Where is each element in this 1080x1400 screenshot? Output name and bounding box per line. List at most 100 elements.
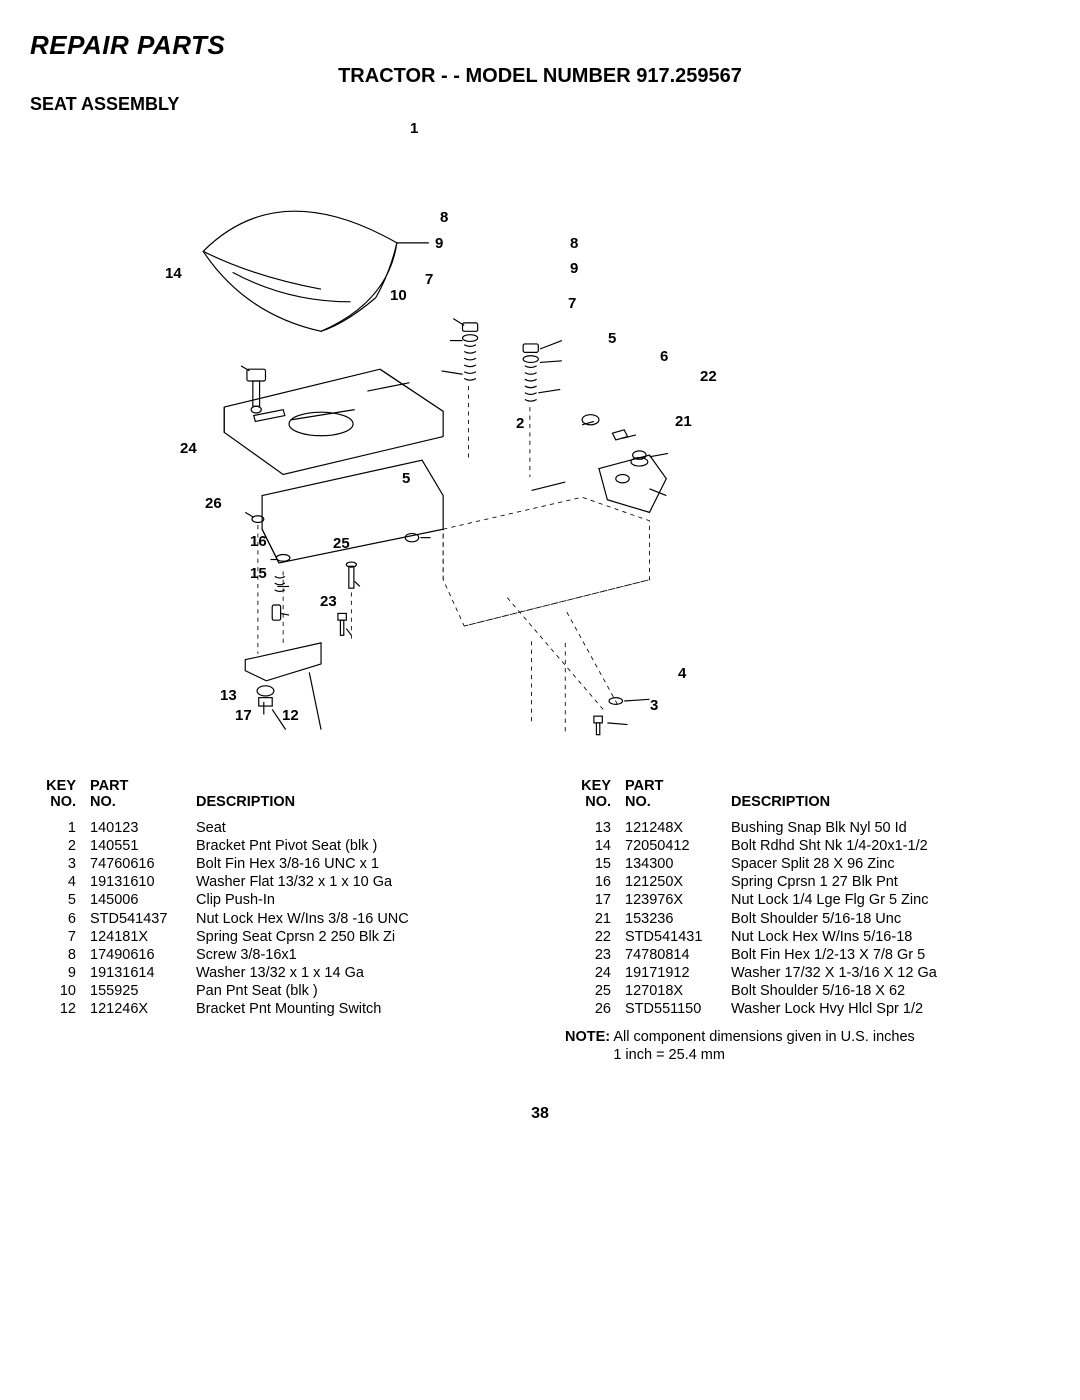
cell-key: 8 bbox=[30, 946, 90, 964]
table-row: 16121250XSpring Cprsn 1 27 Blk Pnt bbox=[565, 873, 1050, 891]
cell-part: 127018X bbox=[625, 982, 731, 1000]
table-row: 2374780814Bolt Fin Hex 1/2-13 X 7/8 Gr 5 bbox=[565, 946, 1050, 964]
callout-2: 2 bbox=[516, 415, 524, 432]
table-row: 2419171912Washer 17/32 X 1-3/16 X 12 Ga bbox=[565, 964, 1050, 982]
callout-6: 6 bbox=[660, 348, 668, 365]
cell-desc: Nut Lock Hex W/Ins 5/16-18 bbox=[731, 928, 1050, 946]
callout-9: 9 bbox=[570, 260, 578, 277]
cell-desc: Nut Lock 1/4 Lge Flg Gr 5 Zinc bbox=[731, 891, 1050, 909]
cell-part: 153236 bbox=[625, 910, 731, 928]
table-row: 13121248XBushing Snap Blk Nyl 50 Id bbox=[565, 819, 1050, 837]
table-row: 17123976XNut Lock 1/4 Lge Flg Gr 5 Zinc bbox=[565, 891, 1050, 909]
cell-key: 10 bbox=[30, 982, 90, 1000]
callout-21: 21 bbox=[675, 413, 692, 430]
cell-desc: Spacer Split 28 X 96 Zinc bbox=[731, 855, 1050, 873]
col-part: PART NO. bbox=[90, 779, 196, 819]
section-title: SEAT ASSEMBLY bbox=[30, 94, 1050, 115]
cell-desc: Washer Flat 13/32 x 1 x 10 Ga bbox=[196, 873, 515, 891]
callout-26: 26 bbox=[205, 495, 222, 512]
cell-part: STD541431 bbox=[625, 928, 731, 946]
cell-key: 12 bbox=[30, 1000, 90, 1018]
cell-desc: Spring Seat Cprsn 2 250 Blk Zi bbox=[196, 928, 515, 946]
cell-part: 121246X bbox=[90, 1000, 196, 1018]
table-row: 12121246XBracket Pnt Mounting Switch bbox=[30, 1000, 515, 1018]
table-row: 6STD541437Nut Lock Hex W/Ins 3/8 -16 UNC bbox=[30, 910, 515, 928]
parts-col-left: KEY NO. PART NO. DESCRIPTION 1140123Seat… bbox=[30, 779, 515, 1065]
cell-desc: Clip Push-In bbox=[196, 891, 515, 909]
cell-key: 16 bbox=[565, 873, 625, 891]
cell-part: 74760616 bbox=[90, 855, 196, 873]
cell-desc: Washer Lock Hvy Hlcl Spr 1/2 bbox=[731, 1000, 1050, 1018]
parts-columns: KEY NO. PART NO. DESCRIPTION 1140123Seat… bbox=[30, 779, 1050, 1065]
table-row: 419131610Washer Flat 13/32 x 1 x 10 Ga bbox=[30, 873, 515, 891]
cell-desc: Bolt Fin Hex 3/8-16 UNC x 1 bbox=[196, 855, 515, 873]
callout-17: 17 bbox=[235, 707, 252, 724]
callout-23: 23 bbox=[320, 593, 337, 610]
cell-part: 121248X bbox=[625, 819, 731, 837]
cell-desc: Nut Lock Hex W/Ins 3/8 -16 UNC bbox=[196, 910, 515, 928]
table-row: 5145006Clip Push-In bbox=[30, 891, 515, 909]
model-line: TRACTOR - - MODEL NUMBER 917.259567 bbox=[30, 65, 1050, 88]
callout-15: 15 bbox=[250, 565, 267, 582]
cell-part: 140551 bbox=[90, 837, 196, 855]
note: NOTE: All component dimensions given in … bbox=[565, 1028, 1050, 1064]
col-key: KEY NO. bbox=[565, 779, 625, 819]
cell-part: STD551150 bbox=[625, 1000, 731, 1018]
cell-desc: Bolt Rdhd Sht Nk 1/4-20x1-1/2 bbox=[731, 837, 1050, 855]
table-row: 26STD551150Washer Lock Hvy Hlcl Spr 1/2 bbox=[565, 1000, 1050, 1018]
cell-part: 145006 bbox=[90, 891, 196, 909]
cell-part: 19131614 bbox=[90, 964, 196, 982]
cell-desc: Spring Cprsn 1 27 Blk Pnt bbox=[731, 873, 1050, 891]
table-row: 15134300Spacer Split 28 X 96 Zinc bbox=[565, 855, 1050, 873]
callout-1: 1 bbox=[410, 120, 418, 137]
col-desc: DESCRIPTION bbox=[731, 779, 1050, 819]
cell-part: 121250X bbox=[625, 873, 731, 891]
callout-4: 4 bbox=[678, 665, 686, 682]
cell-desc: Bolt Shoulder 5/16-18 X 62 bbox=[731, 982, 1050, 1000]
cell-key: 9 bbox=[30, 964, 90, 982]
cell-part: 123976X bbox=[625, 891, 731, 909]
cell-key: 6 bbox=[30, 910, 90, 928]
diagram: 188991477105622212245261625152341331712 bbox=[30, 125, 1050, 765]
cell-desc: Washer 13/32 x 1 x 14 Ga bbox=[196, 964, 515, 982]
callout-8: 8 bbox=[440, 209, 448, 226]
page-title: REPAIR PARTS bbox=[30, 30, 1050, 61]
cell-key: 24 bbox=[565, 964, 625, 982]
cell-key: 22 bbox=[565, 928, 625, 946]
table-row: 10155925Pan Pnt Seat (blk ) bbox=[30, 982, 515, 1000]
table-row: 22STD541431Nut Lock Hex W/Ins 5/16-18 bbox=[565, 928, 1050, 946]
parts-table-right: KEY NO. PART NO. DESCRIPTION 13121248XBu… bbox=[565, 779, 1050, 1018]
cell-key: 4 bbox=[30, 873, 90, 891]
cell-desc: Bushing Snap Blk Nyl 50 Id bbox=[731, 819, 1050, 837]
cell-part: 19171912 bbox=[625, 964, 731, 982]
callout-3: 3 bbox=[650, 697, 658, 714]
callout-9: 9 bbox=[435, 235, 443, 252]
callout-22: 22 bbox=[700, 368, 717, 385]
cell-part: 124181X bbox=[90, 928, 196, 946]
cell-part: 140123 bbox=[90, 819, 196, 837]
cell-key: 5 bbox=[30, 891, 90, 909]
cell-desc: Seat bbox=[196, 819, 515, 837]
col-part: PART NO. bbox=[625, 779, 731, 819]
cell-key: 1 bbox=[30, 819, 90, 837]
parts-table-left: KEY NO. PART NO. DESCRIPTION 1140123Seat… bbox=[30, 779, 515, 1018]
cell-key: 2 bbox=[30, 837, 90, 855]
cell-part: 74780814 bbox=[625, 946, 731, 964]
cell-key: 21 bbox=[565, 910, 625, 928]
parts-col-right: KEY NO. PART NO. DESCRIPTION 13121248XBu… bbox=[565, 779, 1050, 1065]
cell-desc: Bracket Pnt Pivot Seat (blk ) bbox=[196, 837, 515, 855]
callout-14: 14 bbox=[165, 265, 182, 282]
callout-5: 5 bbox=[608, 330, 616, 347]
callout-10: 10 bbox=[390, 287, 407, 304]
cell-desc: Screw 3/8-16x1 bbox=[196, 946, 515, 964]
col-desc: DESCRIPTION bbox=[196, 779, 515, 819]
table-row: 919131614Washer 13/32 x 1 x 14 Ga bbox=[30, 964, 515, 982]
col-key: KEY NO. bbox=[30, 779, 90, 819]
page-number: 38 bbox=[30, 1105, 1050, 1123]
callout-7: 7 bbox=[425, 271, 433, 288]
cell-part: 17490616 bbox=[90, 946, 196, 964]
table-row: 25127018XBolt Shoulder 5/16-18 X 62 bbox=[565, 982, 1050, 1000]
cell-desc: Bolt Fin Hex 1/2-13 X 7/8 Gr 5 bbox=[731, 946, 1050, 964]
table-row: 1472050412Bolt Rdhd Sht Nk 1/4-20x1-1/2 bbox=[565, 837, 1050, 855]
callout-13: 13 bbox=[220, 687, 237, 704]
